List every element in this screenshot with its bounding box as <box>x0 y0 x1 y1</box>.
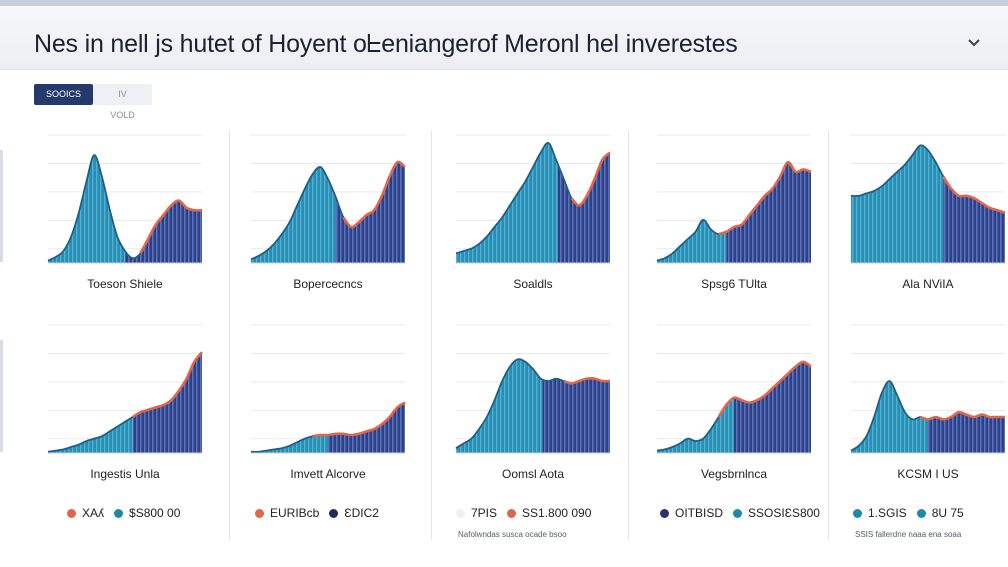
chart-panel <box>656 134 812 264</box>
legend-label: 8U 75 <box>931 506 964 520</box>
area-series-dark <box>557 152 610 263</box>
tab-primary[interactable]: SOOICS <box>34 84 93 105</box>
area-series <box>251 434 328 453</box>
accent-line <box>919 410 1005 421</box>
chart-caption: Bopercecncs <box>293 277 363 291</box>
area-series <box>657 397 734 453</box>
area-series-dark <box>335 161 405 263</box>
chart-caption: Vegsbrnlnca <box>700 467 768 481</box>
chart-panel <box>47 134 203 264</box>
column-divider <box>628 130 629 540</box>
legend-label: 1.SGIS <box>868 506 907 520</box>
accent-line <box>131 351 204 419</box>
legend-label: $S800 00 <box>129 506 181 520</box>
legend-swatch <box>329 508 339 518</box>
chart-panel <box>656 324 812 454</box>
legend-swatch <box>456 508 465 518</box>
legend-swatch <box>853 508 862 518</box>
accent-line <box>942 175 1006 214</box>
accent-line <box>139 199 203 255</box>
chart-panel <box>47 324 204 454</box>
chart-panel <box>455 324 611 454</box>
accent-line <box>717 360 812 418</box>
legend-label: XAʎ <box>82 506 105 520</box>
legend-label: 7PIS <box>471 506 498 520</box>
legend-swatch <box>733 508 743 518</box>
tab-secondary[interactable]: IV VOLD <box>93 84 152 120</box>
column-divider <box>828 130 829 540</box>
footnote-middle: Nafolwndas susca ocade bsoo <box>458 530 567 539</box>
area-series <box>851 380 928 453</box>
legend-label: SS1.800 090 <box>522 506 592 520</box>
area-series-dark <box>132 352 202 453</box>
legend-swatch <box>255 508 264 518</box>
accent-line <box>563 377 611 385</box>
area-series-dark <box>943 176 1005 263</box>
area-series <box>851 145 944 263</box>
area-series-dark <box>328 402 405 453</box>
chart-caption: Soaldls <box>513 277 553 291</box>
legend-swatch <box>916 508 926 518</box>
top-strip <box>0 0 1008 6</box>
legend-1: XAʎ $S800 00 <box>67 506 190 520</box>
legend-3: 7PIS SS1.800 090 <box>456 506 601 520</box>
chart-panel <box>455 134 611 264</box>
area-series <box>48 154 125 263</box>
chevron-down-icon[interactable] <box>960 30 988 56</box>
accent-line <box>570 151 611 207</box>
legend-swatch <box>507 508 517 518</box>
legend-swatch <box>67 508 76 518</box>
chart-caption: Toeson Shiele <box>87 277 163 291</box>
legend-label: OITBISD <box>675 506 724 520</box>
chart-caption: Oomsl Aota <box>501 467 565 481</box>
accent-line <box>718 160 812 236</box>
chart-caption: Imvett Alcorve <box>290 467 366 481</box>
accent-line <box>342 160 406 229</box>
page-title: Nes in nell js hutet of Hoyent oᖶeniange… <box>34 30 738 58</box>
chart-caption: Ingestis Unla <box>90 467 160 481</box>
area-series <box>456 142 558 263</box>
area-series <box>456 359 543 453</box>
chart-caption: Ala NViIA <box>902 277 954 291</box>
footnote-right: SSIS fallerdne naaa ena soaa <box>855 530 962 539</box>
area-series-dark <box>542 378 610 453</box>
area-series-dark <box>726 162 811 263</box>
chart-caption: KCSM I US <box>897 467 959 481</box>
area-series-dark <box>928 412 1005 453</box>
legend-label: ƐDIC2 <box>344 506 379 520</box>
chart-panel <box>850 324 1005 454</box>
page-header: Nes in nell js hutet of Hoyent oᖶeniange… <box>0 6 1008 70</box>
chart-caption: Spsg6 TUlta <box>701 277 767 291</box>
column-divider <box>229 130 230 540</box>
area-series <box>48 417 133 453</box>
chart-panel <box>250 134 406 264</box>
legend-swatch <box>660 508 669 518</box>
accent-line <box>312 401 406 438</box>
tab-bar: SOOICS IV VOLD <box>34 84 152 120</box>
left-edge-marker <box>0 340 3 452</box>
chart-panel <box>250 324 406 454</box>
left-edge-marker <box>0 150 3 262</box>
legend-4: OITBISD SSOSIƐS800 <box>660 506 830 520</box>
legend-swatch <box>114 508 124 518</box>
legend-label: EURIBcb <box>270 506 320 520</box>
chart-panel <box>850 134 1006 264</box>
column-divider <box>431 130 432 540</box>
legend-5: 1.SGIS 8U 75 <box>853 506 974 520</box>
legend-2: EURIBcb ƐDIC2 <box>255 506 389 520</box>
legend-label: SSOSIƐS800 <box>748 506 820 520</box>
area-series-dark <box>734 361 811 453</box>
